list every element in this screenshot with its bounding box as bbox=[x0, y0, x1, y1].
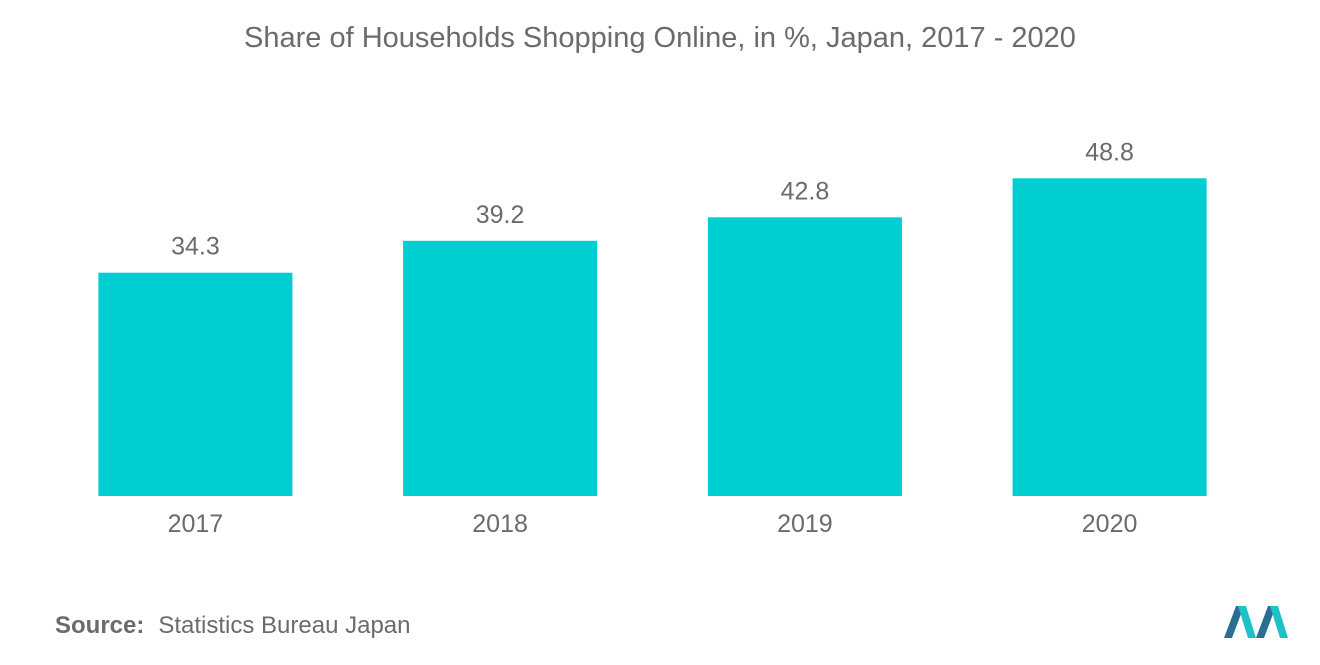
bars-group bbox=[98, 178, 1207, 497]
data-label-2018: 39.2 bbox=[476, 201, 525, 229]
chart-title: Share of Households Shopping Online, in … bbox=[244, 22, 1076, 54]
x-tick-label-2017: 2017 bbox=[168, 510, 224, 538]
x-tick-label-2020: 2020 bbox=[1082, 510, 1138, 538]
bar-chart: 34.3 39.2 42.8 48.8 2017 2018 2019 2020 bbox=[98, 138, 1207, 538]
company-logo-icon bbox=[1224, 606, 1288, 638]
source-text: Statistics Bureau Japan bbox=[158, 612, 411, 639]
bar-2017 bbox=[98, 272, 293, 496]
x-tick-label-2018: 2018 bbox=[472, 510, 528, 538]
data-label-2017: 34.3 bbox=[171, 233, 220, 261]
data-label-2019: 42.8 bbox=[781, 177, 830, 205]
x-axis-ticks-group: 2017 2018 2019 2020 bbox=[168, 510, 1138, 538]
data-labels-group: 34.3 39.2 42.8 48.8 bbox=[171, 138, 1134, 260]
bar-2020 bbox=[1012, 178, 1207, 497]
source-label: Source: bbox=[55, 612, 145, 639]
source-note: Source: Statistics Bureau Japan bbox=[55, 612, 411, 640]
x-tick-label-2019: 2019 bbox=[777, 510, 833, 538]
bar-2019 bbox=[707, 217, 902, 497]
bar-2018 bbox=[403, 240, 598, 496]
data-label-2020: 48.8 bbox=[1085, 138, 1134, 166]
